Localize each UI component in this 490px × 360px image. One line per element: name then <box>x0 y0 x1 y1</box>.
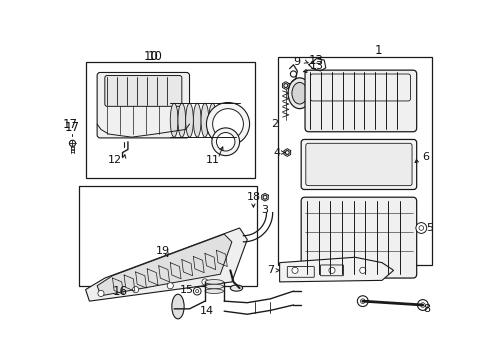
Circle shape <box>361 299 365 303</box>
Circle shape <box>132 287 139 293</box>
Text: 10: 10 <box>144 50 158 63</box>
Ellipse shape <box>230 285 243 291</box>
Circle shape <box>291 71 296 77</box>
Text: 17: 17 <box>63 118 78 131</box>
Polygon shape <box>86 228 247 301</box>
Polygon shape <box>280 257 393 282</box>
FancyBboxPatch shape <box>305 70 416 132</box>
Circle shape <box>167 283 173 289</box>
Circle shape <box>206 103 249 145</box>
Text: 18: 18 <box>246 192 261 202</box>
Ellipse shape <box>224 103 232 137</box>
Ellipse shape <box>292 82 307 104</box>
FancyBboxPatch shape <box>306 143 412 186</box>
Ellipse shape <box>232 103 240 137</box>
FancyBboxPatch shape <box>301 139 416 189</box>
Text: 6: 6 <box>422 152 429 162</box>
Circle shape <box>357 296 368 307</box>
Text: 11: 11 <box>206 155 220 165</box>
Bar <box>86 62 255 178</box>
Circle shape <box>329 267 335 274</box>
Circle shape <box>419 226 423 230</box>
Circle shape <box>212 128 240 156</box>
Circle shape <box>417 300 428 310</box>
Text: 2: 2 <box>271 119 278 129</box>
Circle shape <box>416 222 427 233</box>
Text: 17: 17 <box>65 121 80 134</box>
Ellipse shape <box>205 280 223 284</box>
Bar <box>79 186 257 286</box>
Text: 9: 9 <box>293 57 300 67</box>
Ellipse shape <box>194 103 201 137</box>
Text: 7: 7 <box>268 265 275 275</box>
Circle shape <box>420 303 425 307</box>
FancyBboxPatch shape <box>301 197 416 278</box>
Text: 8: 8 <box>423 304 430 314</box>
Ellipse shape <box>201 103 209 137</box>
Circle shape <box>70 140 75 147</box>
Text: 16: 16 <box>113 285 128 298</box>
Text: 13: 13 <box>310 61 323 71</box>
Circle shape <box>98 291 104 297</box>
Circle shape <box>196 289 199 293</box>
Ellipse shape <box>205 284 223 289</box>
Ellipse shape <box>205 289 223 293</box>
Ellipse shape <box>172 294 184 319</box>
Ellipse shape <box>171 103 178 137</box>
Circle shape <box>284 84 288 87</box>
Text: 19: 19 <box>155 246 170 256</box>
Ellipse shape <box>217 103 224 137</box>
Ellipse shape <box>288 78 311 109</box>
Text: 1: 1 <box>374 44 382 57</box>
Text: 3: 3 <box>262 204 269 215</box>
Ellipse shape <box>186 103 194 137</box>
Circle shape <box>292 267 298 274</box>
Circle shape <box>217 132 235 151</box>
Text: 5: 5 <box>426 223 433 233</box>
Polygon shape <box>97 234 232 296</box>
Text: 10: 10 <box>147 50 162 63</box>
Ellipse shape <box>178 103 186 137</box>
Text: 12: 12 <box>108 155 122 165</box>
Ellipse shape <box>209 103 217 137</box>
Text: 13: 13 <box>309 54 324 67</box>
Text: 15: 15 <box>180 285 194 294</box>
Circle shape <box>194 287 201 295</box>
Circle shape <box>285 150 289 154</box>
Circle shape <box>202 279 208 285</box>
Circle shape <box>213 109 244 139</box>
Text: 14: 14 <box>200 306 214 316</box>
FancyBboxPatch shape <box>97 72 190 138</box>
Circle shape <box>360 267 366 274</box>
FancyBboxPatch shape <box>105 76 182 106</box>
Circle shape <box>263 195 267 199</box>
Bar <box>278 57 432 265</box>
Text: 4: 4 <box>273 148 280 158</box>
